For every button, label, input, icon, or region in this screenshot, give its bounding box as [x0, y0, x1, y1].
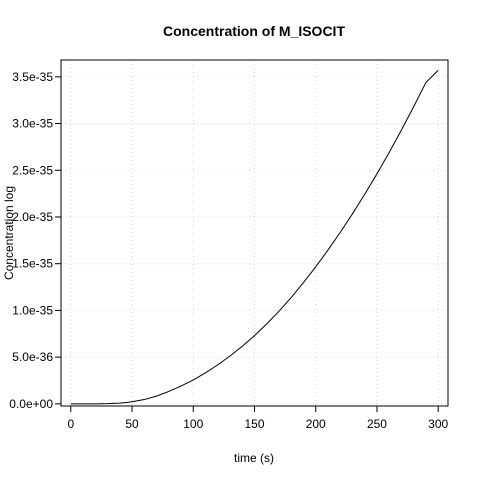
y-tick-label: 1.5e-35	[12, 257, 53, 271]
y-tick-label: 3.0e-35	[12, 117, 53, 131]
y-tick-label: 3.5e-35	[12, 70, 53, 84]
x-tick-label: 300	[428, 417, 448, 431]
x-tick-label: 50	[125, 417, 139, 431]
y-tick-label: 2.5e-35	[12, 163, 53, 177]
x-tick-label: 200	[306, 417, 326, 431]
y-axis: 0.0e+00 5.0e-36 1.0e-35 1.5e-35 2.0e-35 2.5e-…	[9, 70, 61, 411]
x-tick-label: 250	[367, 417, 387, 431]
plot-area	[70, 69, 439, 405]
chart-title: Concentration of M_ISOCIT	[163, 23, 345, 39]
y-tick-label: 0.0e+00	[9, 397, 53, 411]
grid	[61, 60, 448, 406]
y-tick-label: 5.0e-36	[12, 350, 53, 364]
x-axis: 0 50 100 150 200 250 300	[67, 406, 449, 431]
series-line	[70, 69, 439, 405]
y-tick-label: 2.0e-35	[12, 210, 53, 224]
y-tick-label: 1.0e-35	[12, 303, 53, 317]
x-tick-label: 100	[183, 417, 203, 431]
x-axis-label: time (s)	[234, 451, 274, 465]
y-axis-label: Concentration log	[2, 186, 16, 280]
x-tick-label: 150	[244, 417, 264, 431]
x-tick-label: 0	[67, 417, 74, 431]
